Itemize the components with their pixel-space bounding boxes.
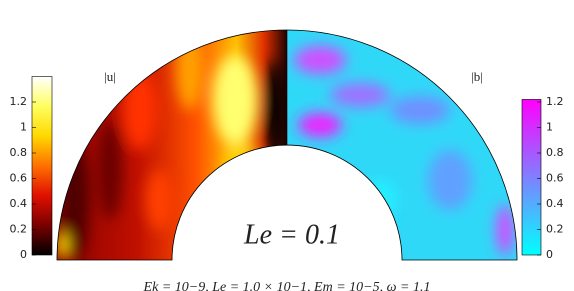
colorbar-tick-label: 1.2 bbox=[546, 95, 564, 108]
outline bbox=[56, 29, 518, 261]
colorbar-tick-label: 0.8 bbox=[10, 146, 28, 159]
colorbar-tick-label: 0.4 bbox=[10, 197, 28, 210]
chart-title: Le = 0.1 bbox=[243, 219, 340, 250]
colorbar-tick-label: 1.2 bbox=[10, 95, 28, 108]
colorbar-tick-label: 0.8 bbox=[546, 146, 564, 159]
colorbar-tick-label: 0.2 bbox=[10, 223, 28, 236]
colorbar-tick-label: 0 bbox=[546, 248, 553, 261]
panel-label: |b| bbox=[471, 69, 483, 84]
colorbar-tick-label: 0.2 bbox=[546, 223, 564, 236]
panel-label: |u| bbox=[104, 69, 116, 84]
colorbar-tick-label: 1 bbox=[20, 121, 27, 134]
colorbar-tick-label: 0.6 bbox=[10, 172, 28, 185]
colorbar-tick-label: 0.6 bbox=[546, 172, 564, 185]
colorbar bbox=[521, 99, 542, 256]
caption: Ek = 10−9, Le = 1.0 × 10−1, Em = 10−5, ω… bbox=[143, 280, 431, 291]
colorbar-tick-label: 0 bbox=[20, 248, 27, 261]
colorbar-tick-label: 1 bbox=[546, 121, 553, 134]
colorbar-tick-label: 0.4 bbox=[546, 197, 564, 210]
colorbar bbox=[31, 76, 53, 256]
